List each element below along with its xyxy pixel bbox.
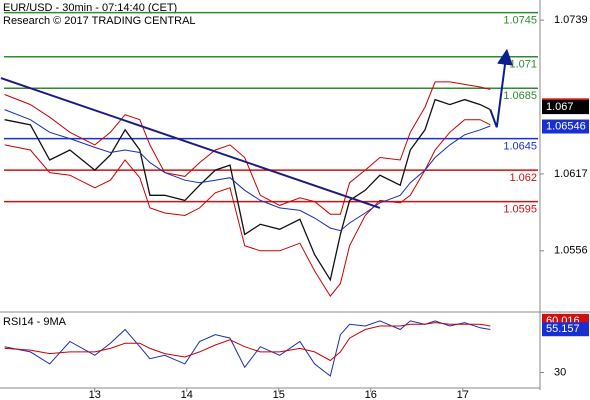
trend-line <box>0 77 381 209</box>
x-tick-label: 16 <box>365 389 377 400</box>
price-marker <box>542 119 589 134</box>
price-marker-label: 1.067 <box>546 101 574 113</box>
y-tick-label: 30 <box>554 366 566 378</box>
x-tick-label: 14 <box>181 389 193 400</box>
y-tick-label: 1.0739 <box>554 14 588 26</box>
y-tick-label: 1.0556 <box>554 245 588 257</box>
level-label: 1.062 <box>509 172 537 184</box>
rsi-line <box>4 322 491 362</box>
level-label: 1.0645 <box>503 141 537 153</box>
chart-title: EUR/USD - 30min - 07:14:40 (CET) <box>3 2 177 14</box>
x-tick-label: 13 <box>89 389 101 400</box>
level-label: 1.071 <box>509 59 537 71</box>
chart-subtitle: Research © 2017 TRADING CENTRAL <box>3 15 196 27</box>
price-marker-label: 55.157 <box>546 323 580 335</box>
y-tick-label: 1.0617 <box>554 168 588 180</box>
indicator-line <box>4 81 491 215</box>
x-tick-label: 15 <box>273 389 285 400</box>
price-marker-label: 1.06546 <box>546 120 586 132</box>
price-line <box>4 98 491 282</box>
forecast-arrow <box>489 48 513 128</box>
price-marker <box>542 100 589 115</box>
level-label: 1.0745 <box>503 15 537 27</box>
rsi-line <box>4 320 491 377</box>
rsi-title: RSI14 - 9MA <box>3 316 67 328</box>
level-label: 1.0595 <box>503 204 537 216</box>
indicator-line <box>4 119 491 297</box>
level-label: 1.0685 <box>503 90 537 102</box>
indicator-line <box>4 109 491 232</box>
price-marker <box>542 322 589 337</box>
x-tick-label: 17 <box>457 389 469 400</box>
